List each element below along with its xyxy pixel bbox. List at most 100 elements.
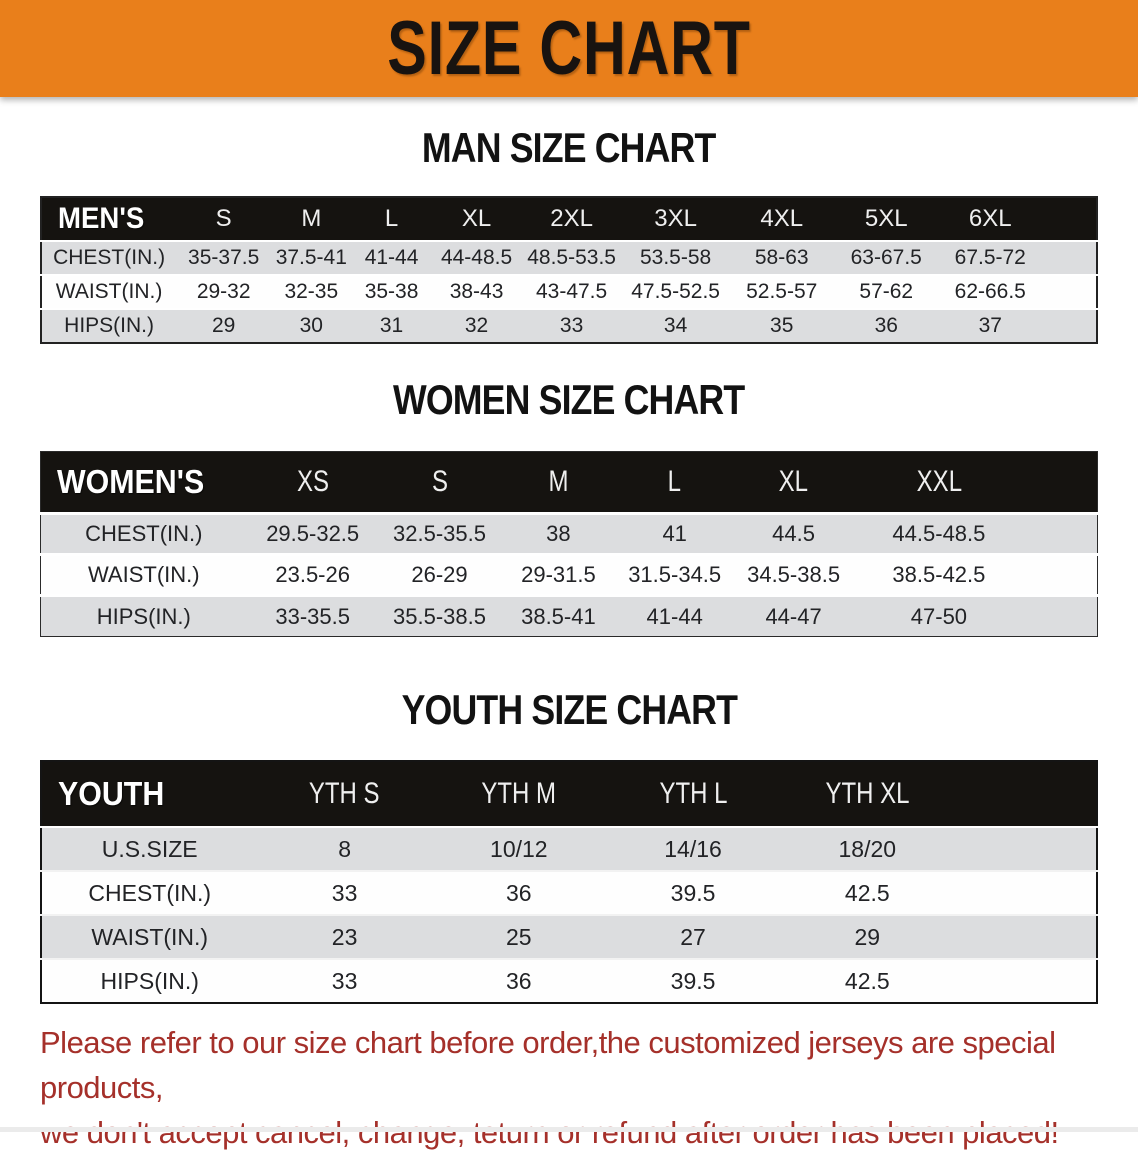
table-row: WAIST(IN.) 29-32 32-35 35-38 38-43 43-47.5 47.… bbox=[41, 275, 1097, 309]
size-column-header: XXL bbox=[854, 451, 1024, 514]
size-column-header-text: L bbox=[667, 465, 682, 498]
row-label: CHEST(IN.) bbox=[41, 871, 257, 915]
row-label: WAIST(IN.) bbox=[41, 915, 257, 959]
size-column-header-text: 4XL bbox=[760, 205, 804, 232]
header-filler-cell bbox=[954, 761, 1097, 827]
size-column-header-text: L bbox=[384, 205, 399, 232]
table-header-row: WOMEN'S XS S M L XL XXL bbox=[40, 451, 1098, 514]
banner-title: SIZE CHART bbox=[387, 6, 751, 91]
row-label-text: HIPS(IN.) bbox=[100, 967, 199, 994]
size-value-cell: 44-47 bbox=[765, 603, 822, 629]
size-value-cell: 23.5-26 bbox=[275, 562, 350, 587]
disclaimer-line-2: we don't accept cancel, change, teturn o… bbox=[40, 1115, 1059, 1150]
table-corner-label: YOUTH bbox=[41, 761, 258, 827]
youth-section-heading: YOUTH SIZE CHART bbox=[0, 687, 1138, 733]
size-value-cell: 58-63 bbox=[754, 246, 809, 269]
table-corner-label: WOMEN'S bbox=[40, 451, 247, 514]
size-value-cell: 35 bbox=[770, 314, 794, 337]
row-label-text: U.S.SIZE bbox=[101, 835, 198, 862]
men-size-section: MAN SIZE CHART MEN'S S M L XL 2XL 3XL 4XL 5XL 6XL… bbox=[0, 125, 1138, 344]
size-column-header-text: XL bbox=[461, 205, 492, 232]
size-value-cell: 23 bbox=[331, 923, 358, 950]
size-value-cell: 44-48.5 bbox=[440, 246, 513, 269]
size-value-cell: 33-35.5 bbox=[275, 603, 350, 629]
size-value-cell: 57-62 bbox=[859, 280, 914, 303]
size-column-header-text: 5XL bbox=[864, 205, 908, 232]
size-value-cell: 63-67.5 bbox=[850, 246, 922, 269]
size-value-cell: 41-44 bbox=[364, 246, 419, 269]
size-value-cell: 32.5-35.5 bbox=[393, 521, 486, 546]
size-column-header-text: YTH M bbox=[481, 777, 557, 810]
table-row: HIPS(IN.) 29 30 31 32 33 34 35 36 37 bbox=[41, 309, 1097, 343]
row-label: CHEST(IN.) bbox=[41, 241, 176, 275]
size-value-cell: 42.5 bbox=[844, 879, 890, 906]
row-label: WAIST(IN.) bbox=[41, 275, 176, 309]
men-section-heading: MAN SIZE CHART bbox=[0, 125, 1138, 171]
row-label: HIPS(IN.) bbox=[41, 959, 257, 1003]
size-column-header-text: XS bbox=[296, 465, 329, 498]
size-value-cell: 14/16 bbox=[664, 835, 722, 862]
row-label: CHEST(IN.) bbox=[41, 514, 247, 555]
size-value-cell: 62-66.5 bbox=[954, 280, 1026, 303]
size-value-cell: 35-38 bbox=[364, 280, 419, 303]
row-label: HIPS(IN.) bbox=[41, 309, 176, 343]
row-label-text: CHEST(IN.) bbox=[88, 879, 212, 906]
size-value-cell: 44.5 bbox=[772, 521, 815, 546]
row-label-text: HIPS(IN.) bbox=[64, 314, 154, 337]
size-value-cell: 47-50 bbox=[910, 603, 968, 629]
size-column-header: 4XL bbox=[729, 197, 834, 241]
size-value-cell: 41-44 bbox=[646, 603, 703, 629]
size-value-cell: 47.5-52.5 bbox=[631, 280, 720, 303]
size-value-cell: 31 bbox=[379, 314, 404, 337]
womens-size-table: WOMEN'S XS S M L XL XXL CHEST(IN.) 29.5-32.5 32.5… bbox=[40, 451, 1098, 637]
table-corner-label-text: YOUTH bbox=[58, 775, 165, 812]
size-value-cell: 53.5-58 bbox=[639, 246, 712, 269]
row-label-text: WAIST(IN.) bbox=[87, 562, 200, 587]
size-value-cell: 33 bbox=[331, 879, 358, 906]
size-chart-banner: SIZE CHART bbox=[0, 0, 1138, 97]
size-value-cell: 33 bbox=[331, 967, 358, 994]
size-column-header-text: M bbox=[548, 465, 569, 498]
body-filler-cell bbox=[1023, 514, 1097, 555]
size-column-header-text: 6XL bbox=[968, 205, 1012, 232]
size-value-cell: 39.5 bbox=[670, 967, 716, 994]
body-filler-cell bbox=[954, 959, 1097, 1003]
size-value-cell: 38.5-41 bbox=[521, 603, 596, 629]
header-filler-cell bbox=[1023, 451, 1098, 514]
size-column-header: YTH XL bbox=[780, 761, 955, 827]
size-column-header-text: M bbox=[301, 205, 322, 232]
size-value-cell: 39.5 bbox=[670, 879, 716, 906]
size-value-cell: 34.5-38.5 bbox=[747, 562, 841, 587]
size-value-cell: 27 bbox=[680, 923, 706, 950]
row-label-text: HIPS(IN.) bbox=[96, 603, 191, 629]
row-label: HIPS(IN.) bbox=[41, 596, 247, 637]
disclaimer-line-1: Please refer to our size chart before or… bbox=[40, 1025, 1056, 1105]
size-column-header: XS bbox=[246, 451, 379, 514]
body-filler-cell bbox=[1042, 241, 1097, 275]
size-value-cell: 18/20 bbox=[838, 835, 897, 862]
youth-size-table: YOUTH YTH S YTH M YTH L YTH XL U.S.SIZE 8 10/12… bbox=[40, 760, 1098, 1004]
size-column-header: YTH L bbox=[605, 761, 781, 827]
size-column-header-text: 3XL bbox=[654, 205, 697, 232]
size-value-cell: 26-29 bbox=[411, 562, 468, 587]
size-value-cell: 31.5-34.5 bbox=[628, 562, 722, 587]
size-column-header-text: 2XL bbox=[550, 205, 593, 232]
table-row: CHEST(IN.) 33 36 39.5 42.5 bbox=[41, 871, 1097, 915]
size-value-cell: 67.5-72 bbox=[954, 246, 1026, 269]
table-corner-label-text: WOMEN'S bbox=[57, 463, 205, 500]
table-header-row: YOUTH YTH S YTH M YTH L YTH XL bbox=[41, 761, 1097, 827]
youth-size-section: YOUTH SIZE CHART YOUTH YTH S YTH M YTH L YTH… bbox=[0, 687, 1138, 1004]
body-filler-cell bbox=[954, 915, 1097, 959]
size-column-header-text: S bbox=[215, 205, 232, 232]
size-column-header: 2XL bbox=[521, 197, 622, 241]
size-column-header-text: XXL bbox=[916, 465, 962, 498]
row-label-text: CHEST(IN.) bbox=[53, 246, 166, 269]
size-column-header: 3XL bbox=[621, 197, 730, 241]
body-filler-cell bbox=[1023, 555, 1097, 596]
table-row: HIPS(IN.) 33-35.5 35.5-38.5 38.5-41 41-44 44-… bbox=[40, 595, 1098, 637]
table-row: U.S.SIZE 8 10/12 14/16 18/20 bbox=[41, 827, 1097, 871]
size-column-header: M bbox=[500, 451, 617, 514]
size-column-header: XL bbox=[431, 197, 522, 241]
size-value-cell: 43-47.5 bbox=[535, 280, 608, 303]
table-row: WAIST(IN.) 23 25 27 29 bbox=[41, 915, 1097, 959]
